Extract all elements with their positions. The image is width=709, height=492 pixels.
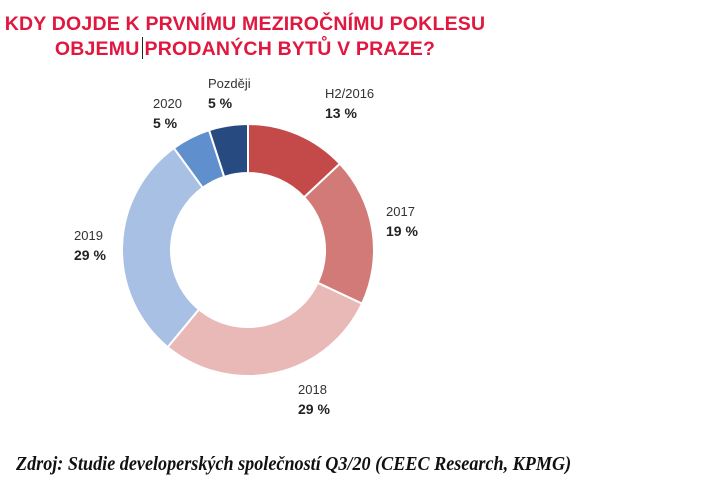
slice-pozd-ji [207,122,249,179]
category-label: Později [208,76,251,91]
value-label: 5 % [208,95,233,111]
value-label: 5 % [153,115,178,131]
category-label: H2/2016 [325,86,374,101]
title-line-2b: PRODANÝCH BYTŮ V PRAZE? [144,38,436,60]
source-note: Zdroj: Studie developerských společností… [16,454,572,475]
category-label: 2018 [298,382,327,397]
slice-2018 [166,281,364,377]
text-cursor [141,37,143,59]
slice-2019 [121,146,205,349]
category-label: 2020 [153,96,182,111]
title-line-2a: OBJEMU [54,38,140,60]
chart-title: KDY DOJDE K PRVNÍMU MEZIROČNÍMU POKLESU … [0,12,490,62]
title-line-2: OBJEMU PRODANÝCH BYTŮ V PRAZE? [0,37,490,62]
value-label: 29 % [298,401,330,417]
value-label: 19 % [386,223,418,239]
title-line-1: KDY DOJDE K PRVNÍMU MEZIROČNÍMU POKLESU [4,13,486,35]
value-label: 29 % [74,247,106,263]
value-label: 13 % [325,105,357,121]
donut-chart: H2/2016 13 % 2017 19 % 2018 29 % 2019 29 % 2020 5… [74,76,418,417]
category-label: 2019 [74,228,103,243]
category-label: 2017 [386,204,415,219]
